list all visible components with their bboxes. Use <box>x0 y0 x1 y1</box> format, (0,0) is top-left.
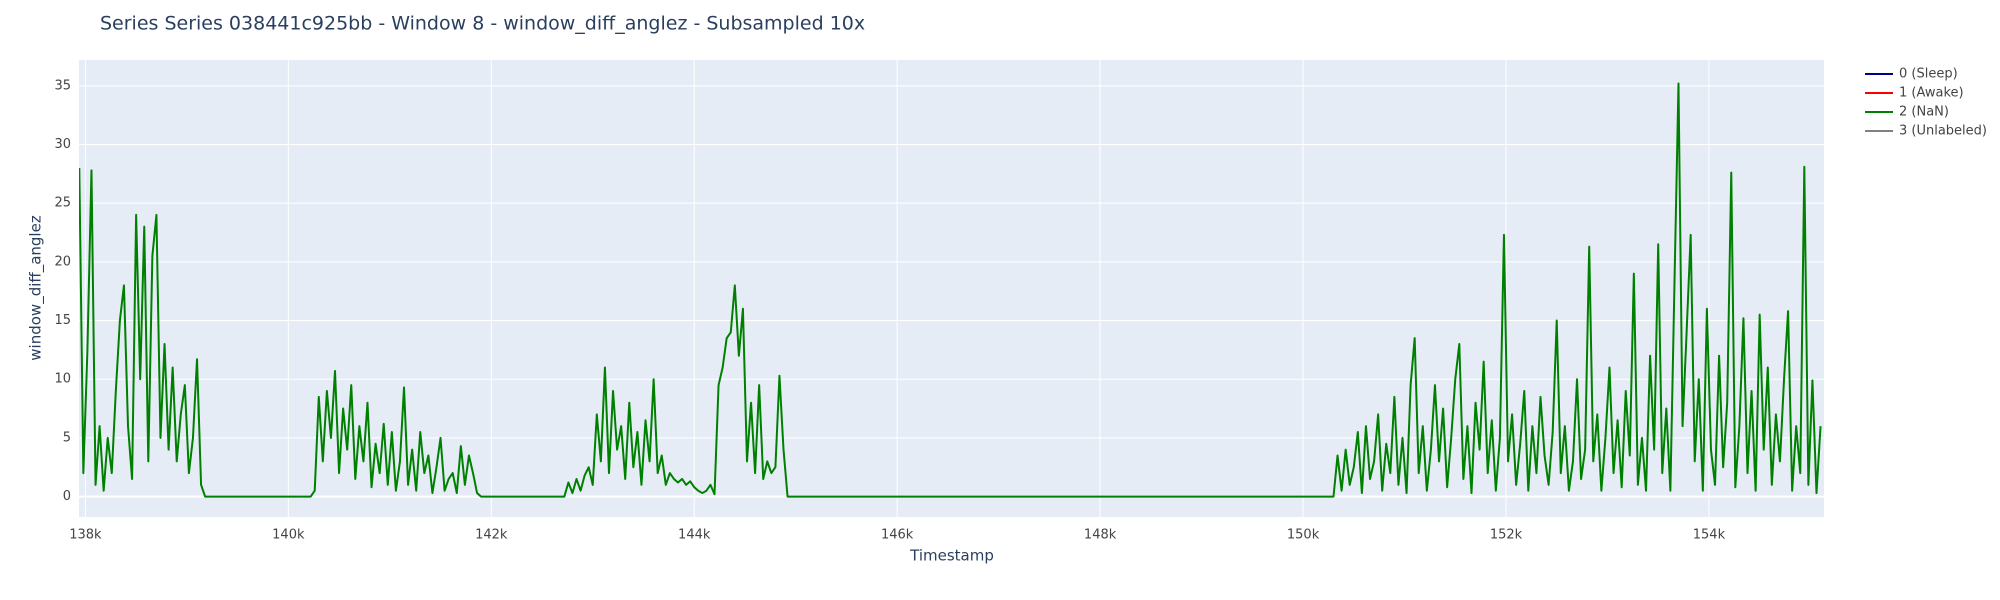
x-tick-label: 142k <box>475 528 508 543</box>
x-tick-label: 138k <box>69 528 102 543</box>
y-tick-label: 15 <box>54 313 71 328</box>
legend: 0 (Sleep) 1 (Awake) 2 (NaN) 3 (Unlabeled) <box>1865 67 1987 139</box>
legend-label: 3 (Unlabeled) <box>1899 124 1987 139</box>
y-axis-title: window_diff_anglez <box>27 215 46 361</box>
y-tick-label: 35 <box>54 78 71 93</box>
y-tick-label: 0 <box>63 489 71 504</box>
x-tick-label: 150k <box>1287 528 1320 543</box>
series-line <box>79 82 1822 498</box>
y-tick-label: 30 <box>54 137 71 152</box>
x-axis-title: Timestamp <box>909 547 994 565</box>
chart-title: Series Series 038441c925bb - Window 8 - … <box>100 13 865 35</box>
legend-label: 2 (NaN) <box>1899 105 1949 120</box>
x-tick-label: 148k <box>1084 528 1117 543</box>
y-tick-label: 10 <box>54 372 71 387</box>
x-tick-label: 154k <box>1693 528 1726 543</box>
legend-label: 1 (Awake) <box>1899 86 1964 101</box>
labels: 138k 140k 142k 144k 146k 148k 150k 152k 154k 0 5 10… <box>54 78 1725 542</box>
x-tick-label: 144k <box>678 528 711 543</box>
x-tick-label: 146k <box>881 528 914 543</box>
x-tick-label: 140k <box>272 528 305 543</box>
y-tick-label: 20 <box>54 254 71 269</box>
y-tick-label: 25 <box>54 196 71 211</box>
legend-label: 0 (Sleep) <box>1899 67 1958 82</box>
lines <box>79 82 1822 498</box>
x-tick-label: 152k <box>1490 528 1523 543</box>
y-tick-label: 5 <box>63 430 71 445</box>
